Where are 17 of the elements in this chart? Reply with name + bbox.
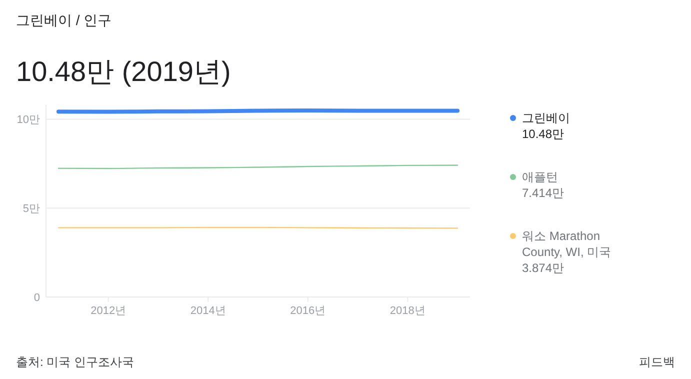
legend-label: 그린베이 — [522, 111, 570, 125]
x-tick-label: 2014년 — [190, 305, 226, 317]
text: 피드백 — [639, 355, 675, 369]
x-tick-label: 2012년 — [90, 305, 126, 317]
chart-subtitle: 그린베이 / 인구 — [16, 12, 112, 28]
text: 7.414만 — [522, 186, 564, 200]
legend-label: 애플턴 — [522, 170, 558, 184]
text: 10.48만 — [522, 127, 564, 141]
y-tick-label: 5만 — [22, 203, 40, 216]
chart-title: 10.48만 (2019년) — [16, 56, 231, 87]
legend-label: 워소 Marathon County, WI, 미국 — [522, 229, 612, 259]
text: 3.874만 — [522, 261, 564, 275]
x-tick-label: 2016년 — [290, 305, 326, 317]
y-tick-label: 10만 — [16, 114, 40, 126]
source-note: 출처: 미국 인구조사국 — [16, 355, 134, 369]
y-tick-label: 0 — [34, 292, 40, 304]
x-tick-label: 2018년 — [390, 305, 426, 317]
